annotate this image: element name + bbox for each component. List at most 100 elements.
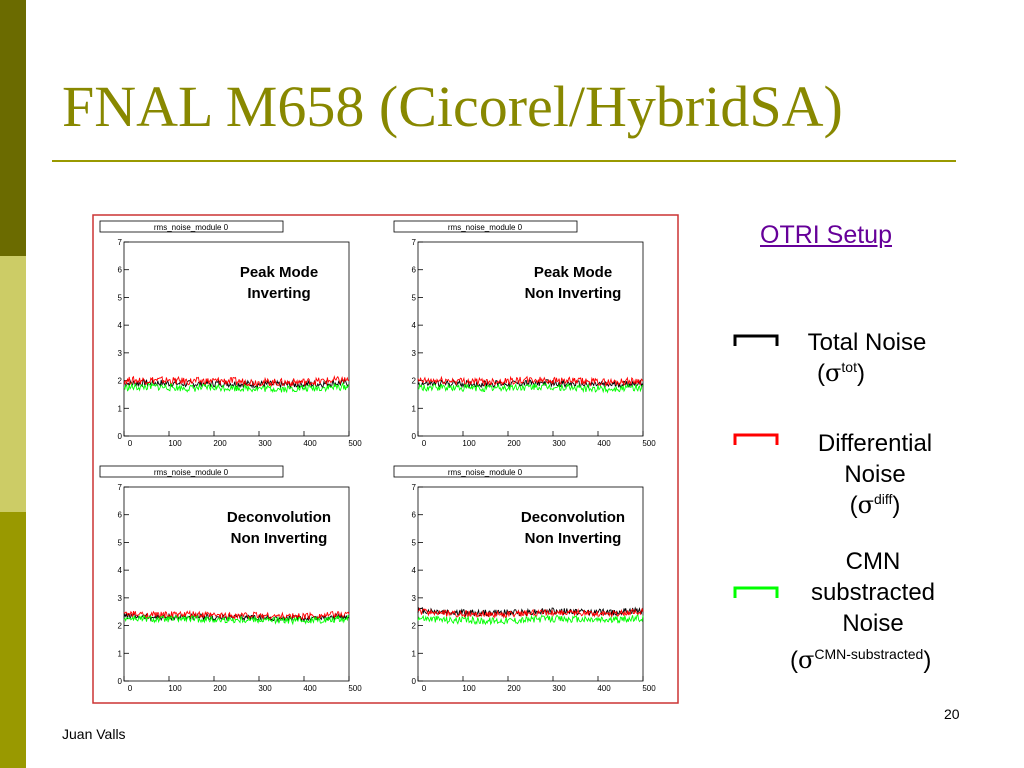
panel-annotation: Non Inverting [525, 530, 622, 547]
y-tick-label: 6 [412, 266, 417, 275]
panel-annotation: Non Inverting [231, 530, 328, 547]
x-tick-label: 200 [507, 684, 521, 693]
panel-3: rms_noise_module 0 0 1 2 3 4 5 6 7 0 100 200 300 400 5… [99, 465, 362, 693]
stat-box [99, 465, 284, 478]
plot-frame [417, 486, 644, 682]
y-tick-label: 1 [118, 649, 123, 658]
series-line [417, 383, 644, 394]
x-tick-label: 200 [213, 439, 227, 448]
x-tick-label: 300 [258, 439, 272, 448]
plot-frame [123, 241, 350, 437]
x-tick-label: 300 [552, 684, 566, 693]
sidebar-band-light [0, 256, 26, 512]
y-tick-label: 1 [118, 404, 123, 413]
y-tick-label: 3 [412, 349, 417, 358]
x-tick-label: 200 [507, 439, 521, 448]
x-tick-label: 100 [168, 439, 182, 448]
plot-frame [123, 486, 350, 682]
series-line [417, 613, 644, 626]
x-tick-label: 300 [258, 684, 272, 693]
stat-box-label: rms_noise_module 0 [448, 223, 523, 232]
y-tick-label: 2 [118, 377, 123, 386]
panel-annotation: Peak Mode [240, 264, 318, 281]
panel-annotation: Peak Mode [534, 264, 612, 281]
y-tick-label: 0 [118, 432, 123, 441]
x-tick-label: 500 [348, 684, 362, 693]
x-tick-label: 200 [213, 684, 227, 693]
legend-diff-line-2: Noise [844, 461, 906, 488]
panel-4: rms_noise_module 0 0 1 2 3 4 5 6 7 0 100 200 300 400 5… [393, 465, 656, 693]
panel-annotation: Non Inverting [525, 285, 622, 302]
y-tick-label: 5 [118, 538, 123, 547]
y-tick-label: 4 [118, 321, 123, 330]
x-tick-label: 300 [552, 439, 566, 448]
legend-cmn-line-3: Noise [842, 610, 904, 637]
panel-2: rms_noise_module 0 0 1 2 3 4 5 6 7 0 100 200 300 400 5… [393, 220, 656, 448]
series-line [123, 378, 350, 390]
slide-title: FNAL M658 (Cicorel/HybridSA) [62, 74, 843, 139]
stat-box-label: rms_noise_module 0 [154, 468, 229, 477]
y-tick-label: 4 [412, 321, 417, 330]
series-line [123, 609, 350, 621]
y-tick-label: 2 [412, 622, 417, 631]
legend-diff-symbol: (σdiff) [849, 491, 901, 519]
x-tick-label: 400 [597, 439, 611, 448]
sidebar-band-mid [0, 512, 26, 768]
y-tick-label: 6 [118, 266, 123, 275]
y-tick-label: 0 [118, 677, 123, 686]
legend-label-cmn: CMN substracted Noise [782, 546, 964, 639]
panel-annotation: Deconvolution [227, 509, 331, 526]
x-tick-label: 100 [168, 684, 182, 693]
legend-label-total: Total Noise (σtot) [782, 327, 952, 389]
y-tick-label: 2 [412, 377, 417, 386]
y-tick-label: 7 [118, 483, 123, 492]
y-tick-label: 7 [412, 238, 417, 247]
y-tick-label: 7 [118, 238, 123, 247]
y-tick-label: 3 [118, 594, 123, 603]
legend-label-diff: Differential Noise (σdiff) [792, 428, 958, 521]
legend-swatch-cmn [733, 586, 779, 598]
otri-setup-link[interactable]: OTRI Setup [760, 221, 892, 249]
page-number: 20 [944, 706, 960, 722]
series-line [123, 375, 350, 388]
y-tick-label: 4 [118, 566, 123, 575]
legend-cmn-line-1: CMN [845, 548, 901, 575]
legend-diff-line-1: Differential [817, 430, 933, 457]
y-tick-label: 7 [412, 483, 417, 492]
x-tick-label: 100 [462, 684, 476, 693]
legend-swatch-total [733, 334, 779, 346]
sidebar-band-dark [0, 0, 26, 256]
y-tick-label: 0 [412, 677, 417, 686]
x-tick-label: 400 [303, 439, 317, 448]
x-tick-label: 400 [303, 684, 317, 693]
legend-cmn-line-2: substracted [810, 579, 936, 606]
stat-box [99, 220, 284, 233]
y-tick-label: 6 [118, 511, 123, 520]
panel-annotation: Inverting [247, 285, 310, 302]
title-divider [52, 160, 956, 162]
footer-author: Juan Valls [62, 726, 126, 742]
legend-total-line: Total Noise [807, 329, 927, 356]
series-line [417, 607, 644, 619]
y-tick-label: 5 [412, 293, 417, 302]
panel-annotation: Deconvolution [521, 509, 625, 526]
legend-total-symbol: (σtot) [817, 359, 865, 387]
y-tick-label: 3 [118, 349, 123, 358]
y-tick-label: 1 [412, 649, 417, 658]
x-tick-label: 500 [642, 684, 656, 693]
stat-box-label: rms_noise_module 0 [154, 223, 229, 232]
y-tick-label: 1 [412, 404, 417, 413]
y-tick-label: 0 [412, 432, 417, 441]
y-tick-label: 5 [118, 293, 123, 302]
stat-box [393, 465, 578, 478]
x-tick-label: 0 [422, 439, 427, 448]
x-tick-label: 0 [422, 684, 427, 693]
x-tick-label: 0 [128, 439, 133, 448]
stat-box [393, 220, 578, 233]
x-tick-label: 500 [642, 439, 656, 448]
series-line [417, 378, 644, 390]
x-tick-label: 500 [348, 439, 362, 448]
plot-frame [417, 241, 644, 437]
x-tick-label: 0 [128, 684, 133, 693]
x-tick-label: 400 [597, 684, 611, 693]
